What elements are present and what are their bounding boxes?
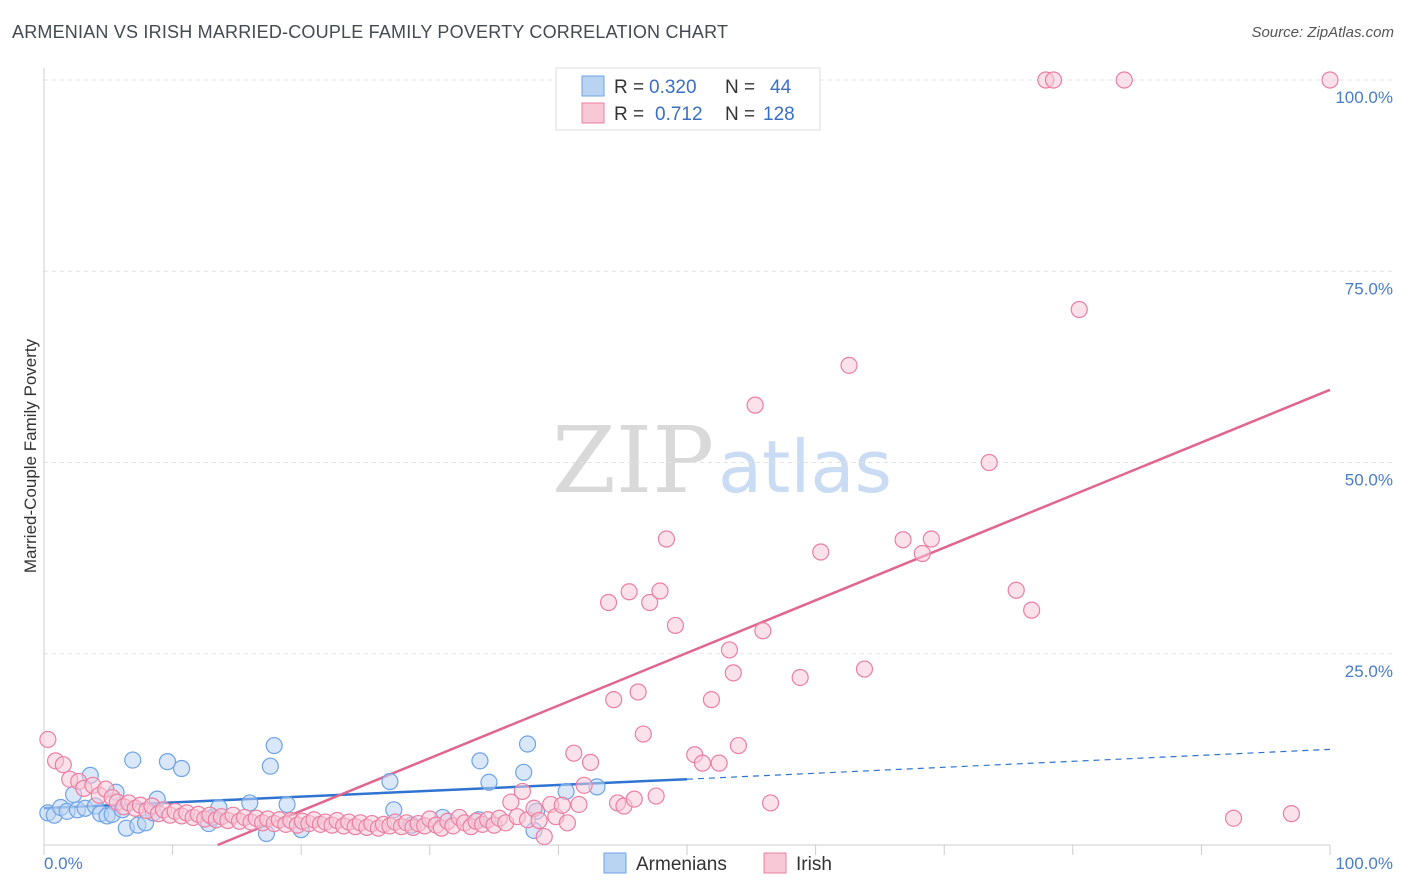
irish-point-98: [625, 790, 643, 808]
source-credit: Source: ZipAtlas.com: [1251, 24, 1394, 41]
axes: [43, 68, 1331, 855]
irish-point-83: [530, 811, 548, 830]
irish-point-111: [724, 664, 742, 682]
irish-point-88: [558, 814, 577, 832]
irish-point-89: [565, 744, 583, 762]
irish-point-120: [894, 531, 912, 549]
irish-point-101: [641, 593, 659, 612]
irish-point-118: [840, 356, 858, 374]
x-tick-label-max: 100.0%: [1335, 854, 1393, 873]
irish-point-0: [39, 730, 57, 749]
legend-n-value-armenians: 44: [770, 77, 792, 98]
irish-point-130: [1224, 809, 1243, 827]
irish-point-99: [629, 683, 647, 701]
irish-point-87: [553, 796, 571, 814]
irish-point-108: [702, 691, 721, 709]
armenians-point-39: [518, 735, 537, 753]
armenians-point-29: [278, 795, 296, 814]
irish-point-132: [1321, 71, 1339, 89]
irish-point-102: [647, 787, 665, 805]
armenians-point-37: [480, 773, 498, 791]
irish-point-114: [754, 622, 772, 640]
irish-point-93: [599, 593, 618, 612]
armenians-point-28: [265, 736, 283, 755]
irish-point-123: [980, 453, 998, 472]
irish-point-128: [1070, 300, 1088, 319]
armenians-point-38: [515, 763, 533, 781]
armenians-point-21: [173, 759, 191, 778]
irish-point-94: [605, 691, 623, 709]
armenians-point-31: [381, 772, 399, 791]
irish-point-105: [666, 616, 685, 635]
irish-point-121: [913, 544, 931, 563]
x-axis-ticks: 0.0% 100.0%: [44, 854, 1393, 873]
irish-point-90: [570, 795, 588, 814]
legend-swatch-armenians: [581, 75, 605, 97]
irish-point-78: [502, 793, 520, 811]
irish-point-100: [634, 725, 652, 743]
y-axis-label: Married-Couple Family Poverty: [21, 338, 40, 573]
legend-n-label-armenians: N =: [725, 77, 755, 98]
irish-point-107: [693, 754, 712, 772]
irish-point-97: [620, 583, 638, 601]
armenians-point-15: [124, 751, 142, 769]
irish-point-124: [1007, 581, 1025, 599]
irish-point-119: [855, 660, 874, 678]
legend-swatch-irish: [581, 102, 605, 124]
trendline-armenians-extension: [686, 748, 1331, 780]
bottom-legend-label-irish: Irish: [796, 854, 832, 875]
chart-title: ARMENIAN VS IRISH MARRIED-COUPLE FAMILY …: [12, 22, 729, 42]
irish-point-117: [812, 543, 830, 561]
y-tick-label-1: 50.0%: [1345, 471, 1393, 490]
irish-point-122: [922, 530, 940, 548]
stats-legend: R = 0.320 N = 44 R = 0.712 N = 128: [555, 67, 821, 131]
irish-point-109: [710, 754, 728, 772]
irish-point-131: [1282, 805, 1301, 823]
irish-point-116: [791, 668, 809, 687]
legend-n-value-irish: 128: [763, 104, 795, 125]
irish-point-112: [729, 736, 748, 755]
y-tick-label-2: 75.0%: [1345, 279, 1393, 298]
bottom-legend-label-armenians: Armenians: [636, 854, 727, 875]
irish-point-127: [1044, 71, 1063, 89]
series-irish: [39, 71, 1339, 846]
irish-point-125: [1023, 601, 1041, 619]
legend-r-value-irish: 0.712: [655, 104, 703, 125]
irish-point-84: [535, 827, 553, 846]
irish-point-110: [720, 641, 739, 659]
irish-point-91: [575, 776, 593, 794]
legend-r-label-armenians: R =: [614, 77, 644, 98]
y-axis-ticks: 25.0% 50.0% 75.0% 100.0%: [1335, 88, 1393, 681]
legend-r-label-irish: R =: [614, 104, 644, 125]
irish-point-129: [1115, 71, 1133, 89]
y-tick-label-3: 100.0%: [1335, 88, 1393, 107]
armenians-point-36: [471, 752, 489, 770]
bottom-legend-swatch-armenians: [603, 852, 627, 874]
y-tick-label-0: 25.0%: [1345, 662, 1393, 681]
series-legend: Armenians Irish: [603, 852, 832, 875]
irish-point-92: [581, 753, 600, 771]
trendline-irish: [217, 388, 1331, 847]
armenians-point-25: [241, 794, 259, 812]
legend-r-value-armenians: 0.320: [649, 77, 697, 98]
irish-point-115: [761, 794, 780, 812]
grid: [44, 79, 1392, 655]
irish-point-103: [651, 582, 669, 600]
watermark: ZIP atlas: [552, 407, 892, 514]
irish-point-80: [513, 782, 531, 801]
irish-point-113: [746, 396, 764, 414]
bottom-legend-swatch-irish: [763, 852, 787, 874]
irish-point-2: [54, 756, 72, 774]
watermark-atlas: atlas: [718, 425, 892, 509]
legend-n-label-irish: N =: [725, 104, 755, 125]
armenians-point-27: [261, 757, 279, 775]
irish-point-104: [657, 530, 676, 548]
watermark-zip: ZIP: [552, 407, 714, 514]
x-tick-label-min: 0.0%: [44, 854, 83, 873]
armenians-point-20: [158, 753, 177, 771]
